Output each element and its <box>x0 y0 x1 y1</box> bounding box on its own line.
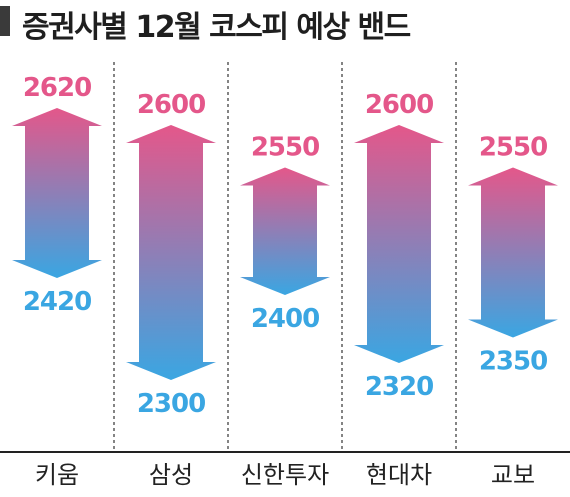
range-arrow <box>354 125 444 363</box>
range-arrow <box>126 125 216 380</box>
category-label: 신한투자 <box>241 461 329 489</box>
category-label: 교보 <box>491 461 535 489</box>
value-labels: 2620 2420 2600 2300 2550 2400 2600 2320 2550 2350 <box>23 73 548 419</box>
low-value-label: 2420 <box>23 287 91 317</box>
range-arrows <box>12 108 558 380</box>
range-arrow <box>468 167 558 338</box>
high-value-label: 2600 <box>137 90 205 120</box>
column-dividers <box>113 62 457 452</box>
low-value-label: 2400 <box>251 304 319 334</box>
low-value-label: 2350 <box>479 347 547 377</box>
range-arrow <box>240 167 330 295</box>
low-value-label: 2320 <box>365 372 433 402</box>
category-label: 삼성 <box>149 461 193 489</box>
category-label: 현대차 <box>366 461 432 489</box>
high-value-label: 2550 <box>251 133 319 163</box>
range-arrow <box>12 108 102 278</box>
chart-title: 증권사별 12월 코스피 예상 밴드 <box>22 10 411 45</box>
category-labels: 키움 삼성 신한투자 현대차 교보 <box>35 461 535 489</box>
high-value-label: 2620 <box>23 73 91 103</box>
low-value-label: 2300 <box>137 389 205 419</box>
category-label: 키움 <box>35 461 79 489</box>
title-accent-bar <box>0 6 10 36</box>
high-value-label: 2550 <box>479 133 547 163</box>
high-value-label: 2600 <box>365 90 433 120</box>
